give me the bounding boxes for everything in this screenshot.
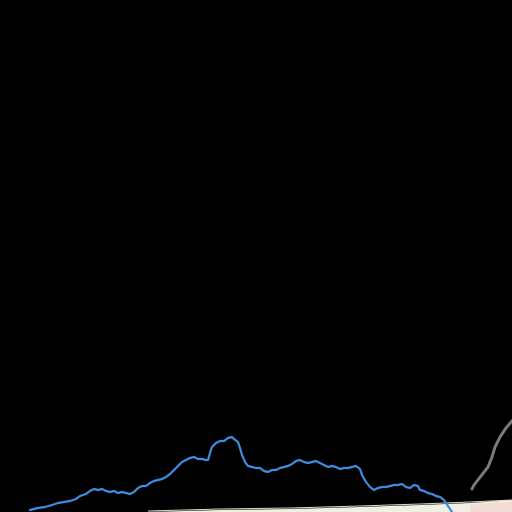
land-area — [148, 500, 512, 512]
land-strip — [147, 499, 512, 512]
land-area-pink — [470, 502, 512, 512]
land-edge-line — [147, 499, 512, 512]
river-line — [28, 435, 454, 512]
road-line — [470, 419, 512, 491]
